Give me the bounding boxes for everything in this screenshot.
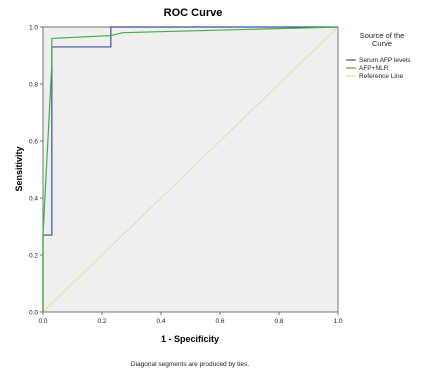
series-line-1 [42, 26, 339, 312]
series-line-2 [42, 26, 339, 313]
y-axis-ticks: 0.0 0.2 0.4 0.6 0.8 1.0 [29, 24, 43, 316]
series-lines [42, 26, 339, 313]
legend: Source of the Curve Serum AFP levelsAFP+… [346, 31, 411, 80]
legend-title-line-2: Curve [372, 39, 392, 48]
legend-title-line-1: Source of the [360, 31, 405, 40]
y-tick-label: 0.0 [29, 309, 38, 316]
x-axis-label: 1 - Specificity [161, 334, 219, 344]
legend-label: Reference Line [359, 73, 403, 80]
x-axis-ticks: 0.0 0.2 0.4 0.6 0.8 1.0 [38, 312, 343, 325]
x-tick-label: 0.2 [97, 318, 106, 325]
y-tick-label: 0.4 [29, 195, 38, 202]
legend-label: Serum AFP levels [359, 57, 411, 64]
y-axis-label: Sensitivity [14, 146, 24, 191]
y-tick-label: 0.2 [29, 252, 38, 259]
x-tick-label: 0.4 [156, 318, 165, 325]
x-tick-label: 0.0 [38, 318, 47, 325]
legend-label: AFP+NLR [359, 65, 389, 72]
chart-title: ROC Curve [164, 7, 223, 19]
x-tick-label: 0.6 [215, 318, 224, 325]
x-tick-label: 0.8 [274, 318, 283, 325]
y-tick-label: 0.8 [29, 81, 38, 88]
y-tick-label: 1.0 [29, 24, 38, 31]
y-tick-label: 0.6 [29, 138, 38, 145]
x-tick-label: 1.0 [333, 318, 342, 325]
footnote: Diagonal segments are produced by ties. [131, 361, 249, 368]
